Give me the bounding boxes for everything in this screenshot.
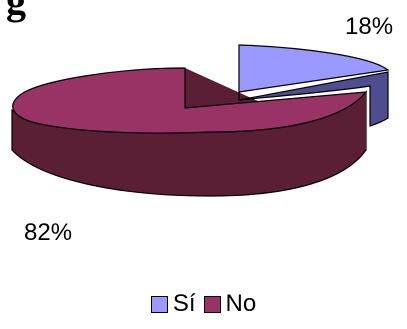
slice-si[interactable] xyxy=(238,44,390,93)
slice-no[interactable] xyxy=(12,67,368,134)
legend-label-si: Sí xyxy=(172,290,196,317)
legend-item-si[interactable]: Sí xyxy=(150,290,196,318)
slice-si-side xyxy=(238,71,389,127)
legend-item-no[interactable]: No xyxy=(203,290,257,318)
cropped-title-fragment: g xyxy=(6,0,26,23)
legend-label-no: No xyxy=(225,290,257,317)
data-label-si: 18% xyxy=(345,13,393,40)
data-label-no: 82% xyxy=(24,219,72,246)
legend-swatch-no xyxy=(203,295,221,313)
legend: Sí No xyxy=(0,290,407,318)
legend-swatch-si xyxy=(150,295,168,313)
